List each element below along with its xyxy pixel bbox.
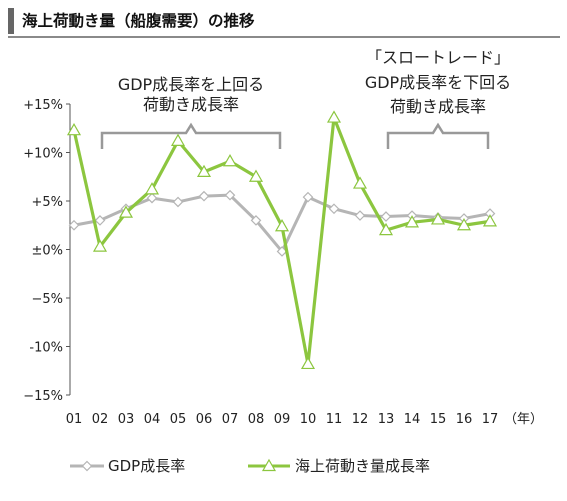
annotation-text: 「スロートレード」: [366, 48, 510, 67]
x-tick-label: 06: [196, 412, 213, 427]
y-tick-label: +10%: [23, 147, 63, 162]
diamond-marker: [198, 190, 210, 202]
x-tick-label: 13: [378, 412, 395, 427]
triangle-marker: [352, 176, 368, 189]
series-line: [72, 115, 491, 366]
triangle-marker: [196, 164, 212, 177]
diamond-marker: [302, 191, 314, 203]
triangle-marker: [274, 219, 290, 232]
diamond-marker: [94, 215, 106, 226]
x-axis-ticks: 01 02 03 04 05 06 07 08 09 10 11 12 13 14 15 16 17 （年）: [66, 412, 543, 427]
x-tick-label: 12: [352, 412, 369, 427]
diamond-marker: [354, 210, 366, 221]
x-tick-label: 08: [248, 412, 265, 427]
triangle-marker: [326, 110, 342, 123]
header-accent-bar: [8, 8, 14, 34]
chart-legend: GDP成長率 海上荷動き量成長率: [70, 457, 430, 475]
chart-header: 海上荷動き量（船腹需要）の推移: [0, 6, 567, 38]
diamond-marker: [250, 215, 262, 226]
legend-item: GDP成長率: [70, 457, 185, 475]
triangle-marker: [300, 356, 316, 370]
diamond-marker: [380, 211, 392, 222]
annotation-bracket: [100, 122, 282, 149]
x-tick-label: 14: [404, 412, 421, 427]
diamond-marker: [146, 192, 158, 204]
triangle-marker: [92, 239, 108, 252]
triangle-marker: [404, 215, 420, 228]
x-tick-label: 07: [222, 412, 239, 427]
triangle-marker: [430, 212, 446, 225]
x-tick-label: 04: [144, 412, 161, 427]
triangle-marker: [482, 214, 498, 227]
x-axis-unit-label: （年）: [504, 412, 543, 427]
y-tick-label: -10%: [29, 341, 63, 356]
x-tick-label: 17: [482, 412, 499, 427]
annotation-bracket: [386, 122, 490, 149]
annotation-text: 荷動き成長率: [390, 97, 486, 116]
y-tick-label: −15%: [23, 389, 63, 404]
triangle-marker: [261, 458, 277, 472]
y-tick-label: +5%: [31, 195, 63, 210]
y-tick-label: ±0%: [31, 244, 63, 259]
x-tick-label: 09: [274, 412, 291, 427]
diamond-marker: [328, 203, 340, 215]
annotation-text: GDP成長率を下回る: [365, 73, 511, 92]
triangle-marker: [170, 133, 186, 146]
shipping-volume-growth-series: [66, 110, 498, 370]
x-tick-label: 02: [92, 412, 109, 427]
x-tick-label: 03: [118, 412, 135, 427]
triangle-marker: [378, 222, 394, 236]
annotation-text: GDP成長率を上回る: [118, 75, 264, 94]
y-axis-ticks: +15% +10% +5% ±0% −5% -10% −15%: [23, 98, 70, 404]
legend-item: 海上荷動き量成長率: [248, 457, 430, 475]
annotation-text: 荷動き成長率: [143, 95, 239, 114]
chart-annotations: GDP成長率を上回る荷動き成長率「スロートレード」GDP成長率を下回る荷動き成長…: [100, 48, 511, 149]
legend-label: GDP成長率: [108, 457, 185, 475]
chart-series: [66, 110, 498, 370]
x-tick-label: 16: [456, 412, 473, 427]
chart-title: 海上荷動き量（船腹需要）の推移: [22, 12, 255, 30]
y-tick-label: −5%: [31, 292, 63, 307]
x-tick-label: 05: [170, 412, 187, 427]
triangle-marker: [248, 169, 264, 182]
triangle-marker: [144, 182, 160, 195]
legend-label: 海上荷動き量成長率: [295, 457, 430, 475]
y-tick-label: +15%: [23, 98, 63, 113]
header-rule: [8, 36, 560, 38]
diamond-marker: [68, 219, 80, 231]
triangle-marker: [456, 218, 472, 231]
triangle-marker: [66, 122, 82, 136]
x-tick-label: 01: [66, 412, 83, 427]
x-tick-label: 10: [300, 412, 317, 427]
triangle-marker: [118, 205, 134, 218]
gdp-growth-series: [68, 189, 496, 257]
diamond-marker: [172, 196, 184, 208]
diamond-marker: [81, 460, 93, 472]
x-tick-label: 15: [430, 412, 447, 427]
triangle-marker: [222, 154, 238, 167]
diamond-marker: [224, 189, 236, 201]
x-tick-label: 11: [326, 412, 343, 427]
